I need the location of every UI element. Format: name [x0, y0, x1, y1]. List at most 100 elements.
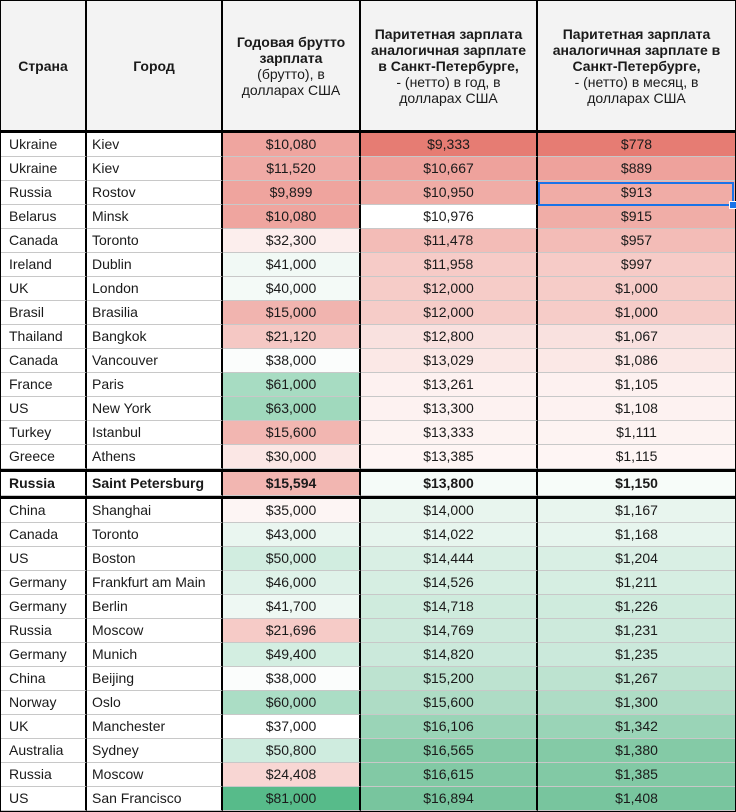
- cell-gross[interactable]: $15,000: [223, 301, 361, 325]
- cell-year[interactable]: $14,769: [361, 619, 538, 643]
- cell-city[interactable]: Paris: [87, 373, 223, 397]
- header-country[interactable]: Страна: [1, 1, 87, 131]
- cell-year[interactable]: $14,000: [361, 499, 538, 523]
- selection-fill-handle[interactable]: [729, 201, 736, 209]
- cell-year[interactable]: $12,000: [361, 301, 538, 325]
- cell-year[interactable]: $15,600: [361, 691, 538, 715]
- cell-year[interactable]: $16,894: [361, 787, 538, 811]
- cell-city[interactable]: Rostov: [87, 181, 223, 205]
- cell-month[interactable]: $1,105: [538, 373, 735, 397]
- cell-gross[interactable]: $60,000: [223, 691, 361, 715]
- cell-year[interactable]: $12,000: [361, 277, 538, 301]
- cell-country[interactable]: Ukraine: [1, 157, 87, 181]
- cell-country[interactable]: China: [1, 667, 87, 691]
- cell-city[interactable]: Shanghai: [87, 499, 223, 523]
- cell-year[interactable]: $13,333: [361, 421, 538, 445]
- cell-month[interactable]: $1,000: [538, 301, 735, 325]
- cell-month[interactable]: $1,167: [538, 499, 735, 523]
- cell-month[interactable]: $1,086: [538, 349, 735, 373]
- cell-gross[interactable]: $21,696: [223, 619, 361, 643]
- cell-gross[interactable]: $37,000: [223, 715, 361, 739]
- cell-country[interactable]: US: [1, 787, 87, 811]
- cell-country[interactable]: Russia: [1, 181, 87, 205]
- cell-country[interactable]: Germany: [1, 595, 87, 619]
- cell-country[interactable]: Brasil: [1, 301, 87, 325]
- header-year[interactable]: Паритетная зарплата аналогичная зарплате…: [361, 1, 538, 131]
- cell-month[interactable]: $997: [538, 253, 735, 277]
- cell-year[interactable]: $11,478: [361, 229, 538, 253]
- cell-country[interactable]: Greece: [1, 445, 87, 469]
- cell-city[interactable]: New York: [87, 397, 223, 421]
- cell-gross[interactable]: $50,800: [223, 739, 361, 763]
- cell-year[interactable]: $12,800: [361, 325, 538, 349]
- cell-gross[interactable]: $61,000: [223, 373, 361, 397]
- cell-month[interactable]: $1,385: [538, 763, 735, 787]
- cell-month[interactable]: $1,267: [538, 667, 735, 691]
- cell-country[interactable]: China: [1, 499, 87, 523]
- cell-country[interactable]: Germany: [1, 643, 87, 667]
- cell-month[interactable]: $1,168: [538, 523, 735, 547]
- cell-year[interactable]: $16,615: [361, 763, 538, 787]
- cell-year[interactable]: $16,565: [361, 739, 538, 763]
- cell-month[interactable]: $889: [538, 157, 735, 181]
- cell-country[interactable]: Russia: [1, 472, 87, 496]
- cell-gross[interactable]: $40,000: [223, 277, 361, 301]
- cell-country[interactable]: France: [1, 373, 87, 397]
- cell-country[interactable]: Germany: [1, 571, 87, 595]
- cell-city[interactable]: Brasilia: [87, 301, 223, 325]
- cell-gross[interactable]: $41,700: [223, 595, 361, 619]
- cell-year[interactable]: $13,029: [361, 349, 538, 373]
- cell-country[interactable]: US: [1, 547, 87, 571]
- cell-city[interactable]: Saint Petersburg: [87, 472, 223, 496]
- header-month[interactable]: Паритетная зарплата аналогичная зарплате…: [538, 1, 735, 131]
- cell-city[interactable]: Sydney: [87, 739, 223, 763]
- cell-year[interactable]: $11,958: [361, 253, 538, 277]
- cell-month[interactable]: $1,211: [538, 571, 735, 595]
- cell-country[interactable]: Russia: [1, 619, 87, 643]
- cell-country[interactable]: US: [1, 397, 87, 421]
- cell-year[interactable]: $9,333: [361, 133, 538, 157]
- cell-month[interactable]: $1,111: [538, 421, 735, 445]
- cell-gross[interactable]: $21,120: [223, 325, 361, 349]
- cell-city[interactable]: Toronto: [87, 523, 223, 547]
- header-city[interactable]: Город: [87, 1, 223, 131]
- cell-country[interactable]: UK: [1, 277, 87, 301]
- cell-month[interactable]: $1,204: [538, 547, 735, 571]
- cell-city[interactable]: Kiev: [87, 157, 223, 181]
- cell-month[interactable]: $1,342: [538, 715, 735, 739]
- cell-gross[interactable]: $38,000: [223, 667, 361, 691]
- cell-city[interactable]: London: [87, 277, 223, 301]
- cell-country[interactable]: Norway: [1, 691, 87, 715]
- cell-city[interactable]: Minsk: [87, 205, 223, 229]
- cell-year[interactable]: $14,820: [361, 643, 538, 667]
- cell-month[interactable]: $778: [538, 133, 735, 157]
- cell-gross[interactable]: $10,080: [223, 205, 361, 229]
- cell-month[interactable]: $1,108: [538, 397, 735, 421]
- cell-month[interactable]: $957: [538, 229, 735, 253]
- cell-city[interactable]: Toronto: [87, 229, 223, 253]
- cell-gross[interactable]: $41,000: [223, 253, 361, 277]
- cell-month[interactable]: $1,115: [538, 445, 735, 469]
- cell-country[interactable]: Canada: [1, 229, 87, 253]
- cell-gross[interactable]: $15,600: [223, 421, 361, 445]
- cell-year[interactable]: $14,444: [361, 547, 538, 571]
- cell-year[interactable]: $13,261: [361, 373, 538, 397]
- cell-gross[interactable]: $11,520: [223, 157, 361, 181]
- cell-year[interactable]: $15,200: [361, 667, 538, 691]
- cell-gross[interactable]: $50,000: [223, 547, 361, 571]
- cell-year[interactable]: $10,667: [361, 157, 538, 181]
- cell-country[interactable]: Australia: [1, 739, 87, 763]
- cell-city[interactable]: Kiev: [87, 133, 223, 157]
- cell-country[interactable]: Belarus: [1, 205, 87, 229]
- cell-month[interactable]: $1,231: [538, 619, 735, 643]
- cell-city[interactable]: Boston: [87, 547, 223, 571]
- cell-country[interactable]: Canada: [1, 349, 87, 373]
- cell-gross[interactable]: $9,899: [223, 181, 361, 205]
- cell-year[interactable]: $16,106: [361, 715, 538, 739]
- cell-city[interactable]: Bangkok: [87, 325, 223, 349]
- header-gross[interactable]: Годовая брутто зарплата (брутто), в долл…: [223, 1, 361, 131]
- cell-year[interactable]: $10,950: [361, 181, 538, 205]
- cell-month[interactable]: $1,150: [538, 472, 735, 496]
- cell-month[interactable]: $1,408: [538, 787, 735, 811]
- cell-month[interactable]: $1,235: [538, 643, 735, 667]
